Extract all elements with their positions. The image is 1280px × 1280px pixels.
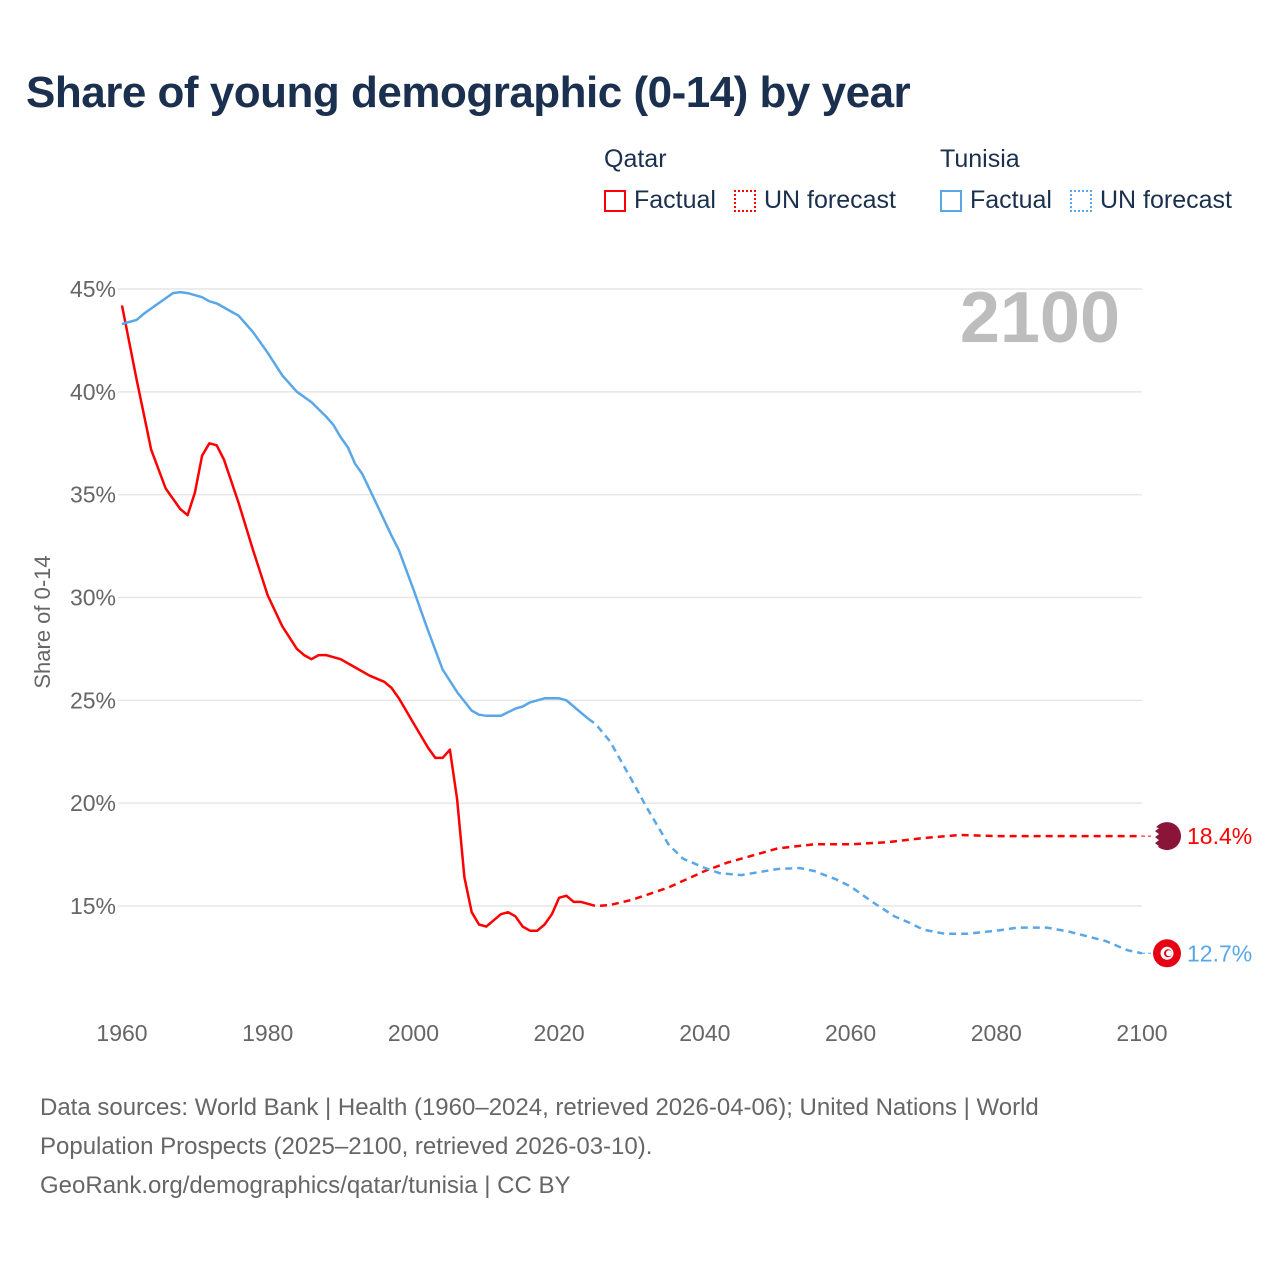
solid-swatch-icon	[604, 189, 626, 212]
legend-qatar-factual[interactable]: Factual	[604, 186, 716, 215]
footer-sources: Data sources: World Bank | Health (1960–…	[40, 1088, 1240, 1205]
x-tick-label: 2060	[825, 1020, 876, 1046]
legend-tunisia-forecast[interactable]: UN forecast	[1069, 186, 1232, 215]
x-tick-label: 2000	[388, 1020, 439, 1046]
legend-label: Factual	[970, 186, 1052, 214]
legend-tunisia-factual[interactable]: Factual	[940, 186, 1052, 215]
x-tick-label: 2100	[1116, 1020, 1167, 1046]
legend-label: UN forecast	[1099, 186, 1232, 214]
legend-label: Factual	[634, 186, 716, 214]
x-tick-label: 2020	[534, 1020, 585, 1046]
x-tick-label: 2080	[971, 1020, 1022, 1046]
tunisia-forecast-line	[587, 717, 1143, 955]
year-watermark: 2100	[960, 278, 1120, 358]
footer-line: Population Prospects (2025–2100, retriev…	[40, 1133, 653, 1160]
solid-swatch-icon	[940, 189, 962, 212]
dotted-swatch-icon	[1069, 189, 1092, 212]
legend-group-title: Tunisia	[940, 145, 1020, 173]
footer-link[interactable]: GeoRank.org/demographics/qatar/tunisia |…	[40, 1172, 571, 1199]
legend-tunisia: Tunisia Factual UN forecast	[940, 145, 1250, 215]
qatar-end-label: 18.4%	[1187, 823, 1252, 849]
x-tick-label: 2040	[679, 1020, 730, 1046]
y-tick-label: 35%	[70, 482, 116, 508]
tunisia-end-label: 12.7%	[1187, 940, 1252, 966]
legend-qatar-forecast[interactable]: UN forecast	[733, 186, 896, 215]
y-axis-label: Share of 0-14	[30, 555, 55, 688]
y-tick-label: 40%	[70, 379, 116, 405]
legend-group-title: Qatar	[604, 145, 667, 173]
y-tick-label: 25%	[70, 687, 116, 713]
flag-circle	[1153, 822, 1181, 851]
y-tick-label: 15%	[70, 893, 116, 919]
y-tick-label: 20%	[70, 790, 116, 816]
flag-serration	[1153, 826, 1159, 849]
flag-crescent-cut	[1166, 950, 1172, 957]
qatar-factual-line	[120, 305, 589, 932]
y-tick-label: 30%	[70, 585, 116, 611]
tunisia-factual-line	[121, 290, 590, 720]
footer-line: Data sources: World Bank | Health (1960–…	[40, 1094, 1039, 1121]
x-tick-label: 1960	[96, 1020, 147, 1046]
x-tick-label: 1980	[242, 1020, 293, 1046]
legend-qatar: Qatar Factual UN forecast	[604, 145, 914, 215]
qatar-forecast-line	[587, 833, 1142, 908]
qatar-flag-icon	[1153, 822, 1181, 851]
y-tick-label: 45%	[70, 276, 116, 302]
legend-label: UN forecast	[763, 186, 896, 214]
tunisia-flag-icon	[1153, 939, 1181, 968]
dotted-swatch-icon	[733, 189, 756, 212]
chart-title: Share of young demographic (0-14) by yea…	[26, 68, 911, 117]
